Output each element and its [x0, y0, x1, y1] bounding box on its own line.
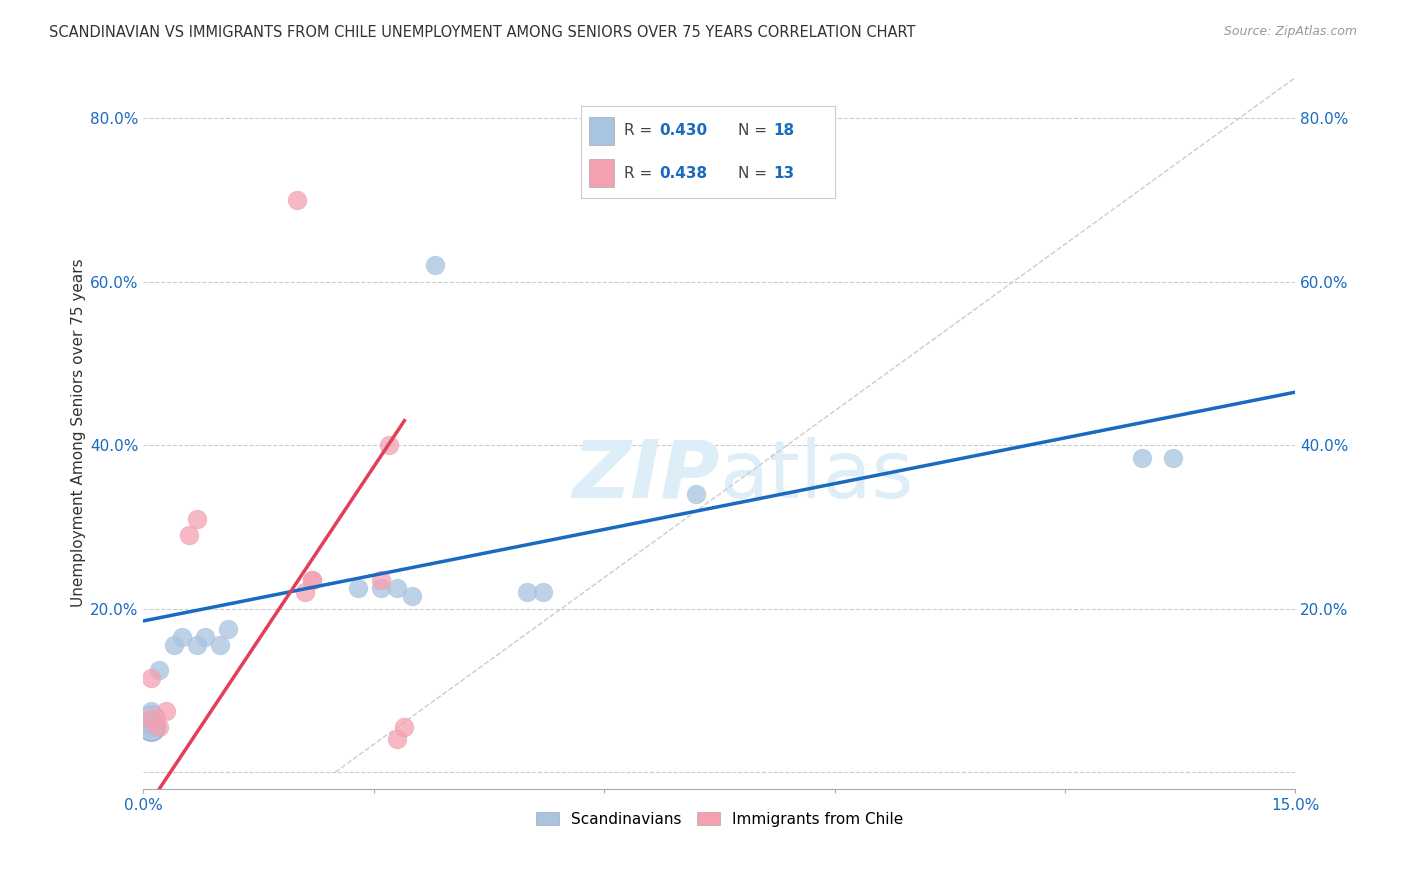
Point [516, 585, 538, 599]
Point [685, 487, 707, 501]
Point [148, 720, 170, 734]
Text: atlas: atlas [720, 437, 914, 515]
Point [285, 193, 308, 207]
Point [186, 512, 208, 526]
Point [385, 582, 408, 596]
Point [378, 438, 401, 452]
Point [423, 259, 446, 273]
Point [148, 663, 170, 677]
Point [385, 732, 408, 747]
Point [139, 720, 162, 734]
Point [301, 573, 323, 587]
Point [208, 639, 231, 653]
Text: ZIP: ZIP [572, 437, 720, 515]
Point [186, 639, 208, 653]
Point [531, 585, 554, 599]
Point [294, 585, 316, 599]
Point [301, 573, 323, 587]
Point [394, 720, 416, 734]
Point [1161, 450, 1184, 465]
Text: SCANDINAVIAN VS IMMIGRANTS FROM CHILE UNEMPLOYMENT AMONG SENIORS OVER 75 YEARS C: SCANDINAVIAN VS IMMIGRANTS FROM CHILE UN… [49, 25, 915, 40]
Point [370, 582, 392, 596]
Point [139, 720, 162, 734]
Point [217, 622, 239, 636]
Point [401, 590, 423, 604]
Point [194, 630, 217, 644]
Point [170, 630, 193, 644]
Point [139, 712, 162, 726]
Y-axis label: Unemployment Among Seniors over 75 years: Unemployment Among Seniors over 75 years [72, 259, 86, 607]
Point [139, 720, 162, 734]
Point [179, 528, 201, 542]
Text: Source: ZipAtlas.com: Source: ZipAtlas.com [1223, 25, 1357, 38]
Point [139, 671, 162, 685]
Point [1130, 450, 1153, 465]
Point [347, 582, 370, 596]
Legend: Scandinavians, Immigrants from Chile: Scandinavians, Immigrants from Chile [529, 804, 911, 834]
Point [139, 712, 162, 726]
Point [155, 704, 177, 718]
Point [370, 573, 392, 587]
Point [163, 639, 186, 653]
Point [139, 704, 162, 718]
